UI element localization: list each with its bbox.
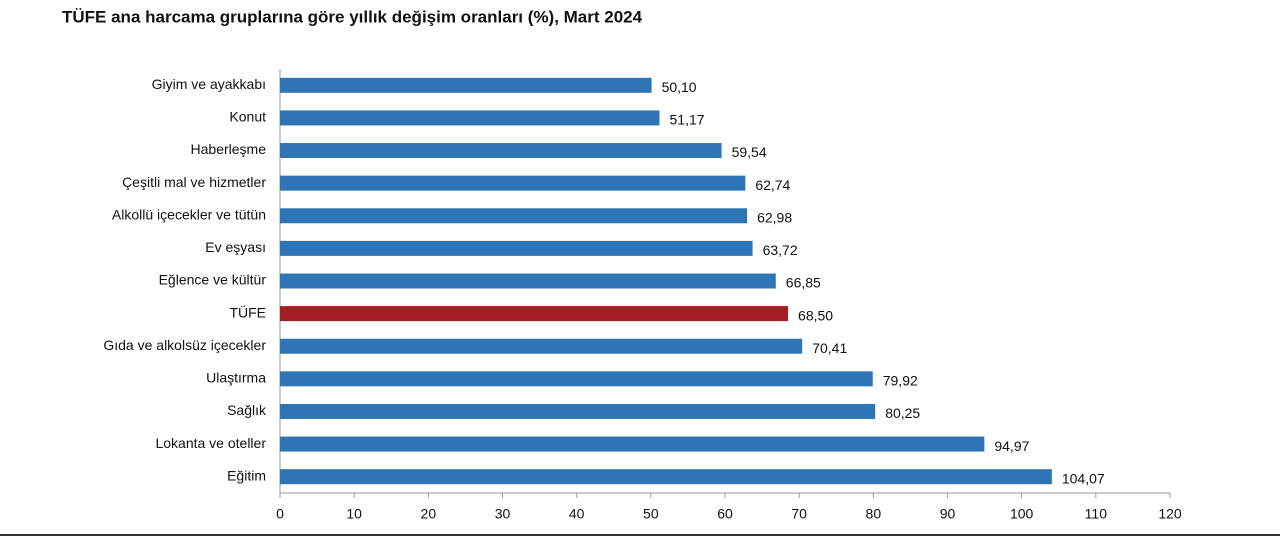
y-tick-label: Ev eşyası [205, 239, 266, 255]
x-tick-label: 80 [866, 506, 882, 522]
x-tick-label: 100 [1010, 506, 1034, 522]
value-label: 59,54 [732, 144, 767, 160]
y-tick-label: TÜFE [229, 303, 266, 320]
y-tick-label: Haberleşme [191, 141, 267, 157]
x-tick-label: 30 [495, 506, 511, 522]
value-label: 70,41 [812, 340, 847, 356]
bar [280, 436, 985, 452]
bar [280, 110, 660, 126]
y-tick-label: Eğitim [227, 467, 266, 483]
y-tick-label: Sağlık [227, 402, 267, 418]
x-tick-label: 50 [643, 506, 659, 522]
y-tick-label: Giyim ve ayakkabı [152, 76, 266, 92]
y-tick-label: Konut [229, 109, 266, 125]
value-label: 62,98 [757, 209, 792, 225]
x-tick-label: 90 [940, 506, 956, 522]
bar [280, 208, 748, 224]
value-label: 79,92 [883, 373, 918, 389]
bar [280, 273, 776, 289]
bar [280, 77, 652, 93]
bar [280, 403, 876, 419]
y-tick-label: Gıda ve alkolsüz içecekler [103, 337, 266, 353]
x-tick-label: 0 [276, 506, 284, 522]
y-tick-label: Lokanta ve oteller [155, 435, 266, 451]
x-tick-label: 10 [346, 506, 362, 522]
value-label: 104,07 [1062, 470, 1105, 486]
y-tick-label: Çeşitli mal ve hizmetler [122, 174, 266, 190]
x-tick-label: 40 [569, 506, 585, 522]
value-label: 68,50 [798, 307, 833, 323]
bar [280, 306, 789, 322]
chart-title: TÜFE ana harcama gruplarına göre yıllık … [62, 7, 643, 26]
bar [280, 338, 803, 354]
value-label: 66,85 [786, 275, 821, 291]
x-tick-label: 60 [717, 506, 733, 522]
value-label: 50,10 [662, 79, 697, 95]
bar [280, 240, 753, 256]
value-label: 94,97 [994, 438, 1029, 454]
value-label: 62,74 [755, 177, 790, 193]
y-tick-label: Alkollü içecekler ve tütün [112, 206, 266, 222]
x-tick-label: 70 [791, 506, 807, 522]
value-label: 51,17 [670, 112, 705, 128]
x-tick-label: 120 [1158, 506, 1182, 522]
x-tick-label: 110 [1085, 506, 1108, 522]
y-tick-label: Ulaştırma [206, 370, 266, 386]
bar [280, 175, 746, 191]
bar [280, 143, 722, 159]
value-label: 63,72 [763, 242, 798, 258]
value-label: 80,25 [885, 405, 920, 421]
y-tick-label: Eğlence ve kültür [159, 272, 267, 288]
x-tick-label: 20 [421, 506, 437, 522]
bar [280, 469, 1052, 485]
bar [280, 371, 873, 387]
